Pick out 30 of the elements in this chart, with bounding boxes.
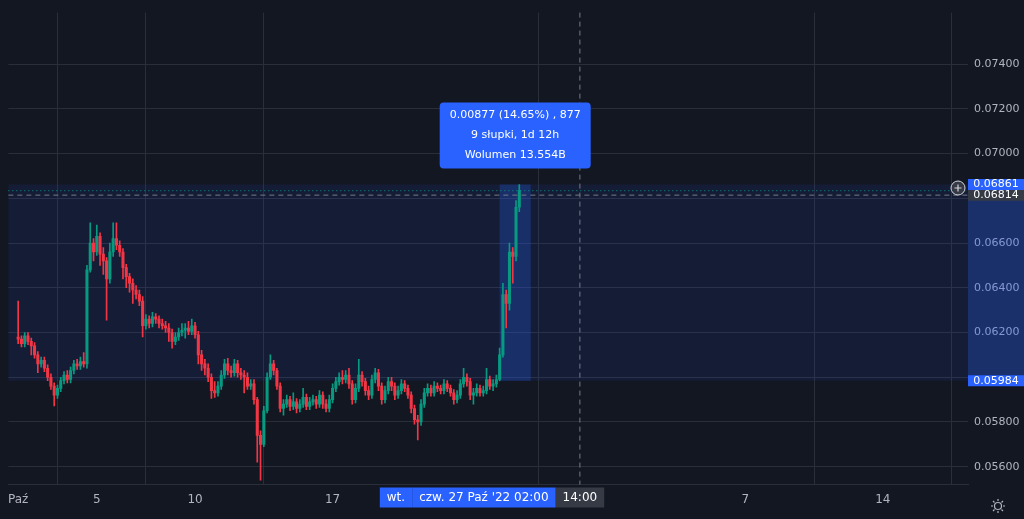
candlestick [82,352,86,368]
x-tick-label: Paź [8,491,29,506]
candlestick [491,379,495,391]
y-tick-label: 0.05600 [974,459,1020,473]
ref-line-label: 14:00 [562,489,598,504]
x-tick-label: 14 [875,491,891,506]
candlestick [16,300,20,344]
candlestick [511,247,515,284]
candlestick [180,323,184,337]
y-tick-label: 0.06200 [974,325,1020,339]
y-tick-label: 0.05800 [974,414,1020,428]
text: wt. [386,489,406,504]
y-tick-label: 0.06400 [974,280,1020,294]
text: 0.06861 [973,177,1019,191]
annotation: Wolumen 13.554B [464,148,566,162]
y-tick-label: 0.06600 [974,235,1020,249]
candlestick [242,370,246,394]
candlestick [183,323,187,339]
x-tick-label: 17 [324,491,341,506]
y-tick-label: 0.07400 [974,56,1020,70]
y-tick-label: 0.07000 [974,146,1020,160]
annotation: 9 słupki, 1d 12h [471,128,560,142]
x-tick-label: 5 [92,491,101,506]
x-tick-label: 10 [187,491,203,506]
ref-line-label: 0.06814 [973,188,1019,201]
text: 0.05984 [973,373,1019,387]
annotation: 0.00877 (14.65%) , 877 [449,108,581,122]
x-tick-label: 7 [741,491,750,506]
text: czw. 27 Paź '22 02:00 [419,489,549,504]
y-tick-label: 0.07200 [974,101,1020,115]
